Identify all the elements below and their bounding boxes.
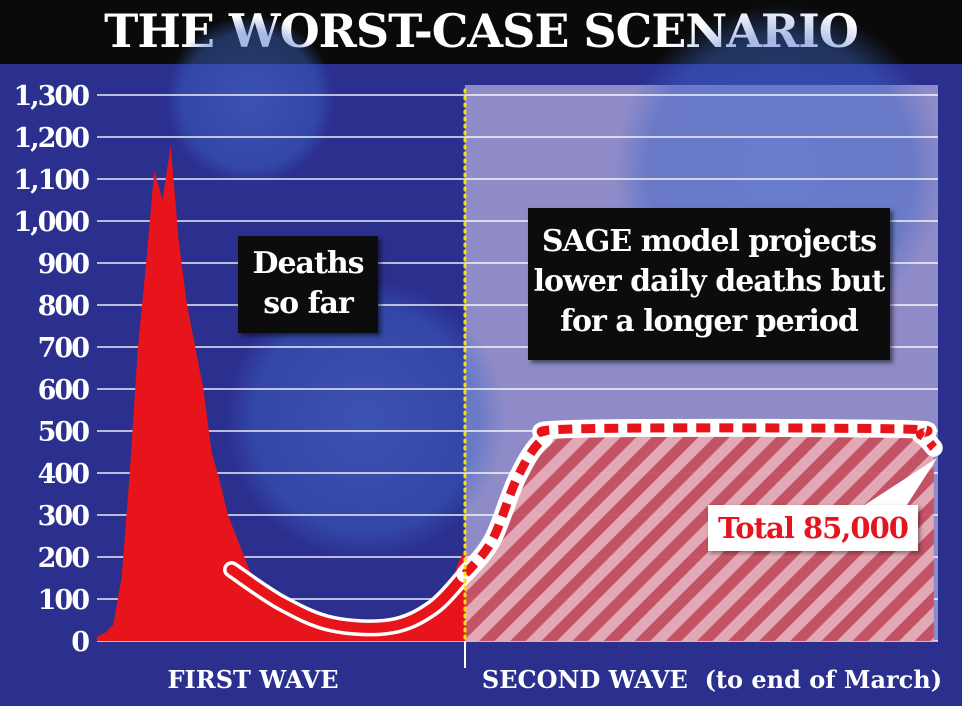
y-tick-label: 1,300 — [13, 81, 89, 112]
deaths-so-far-line: so far — [263, 286, 354, 321]
y-tick-label: 0 — [71, 627, 89, 658]
deaths-so-far-line: Deaths — [252, 246, 364, 281]
first-wave-deaths-area — [97, 145, 466, 641]
deaths-so-far-label: Deaths so far — [238, 236, 378, 333]
y-tick-label: 200 — [38, 543, 90, 574]
virus-image — [225, 280, 505, 560]
projection-hatched-area — [465, 427, 934, 641]
virus-image — [165, 15, 335, 185]
y-tick-label: 600 — [38, 375, 90, 406]
y-tick-label: 1,100 — [13, 165, 89, 196]
x-section-label-second-wave: SECOND WAVE (to end of March) — [482, 665, 942, 694]
y-tick-label: 400 — [38, 459, 90, 490]
y-tick-label: 900 — [38, 249, 90, 280]
sage-projection-label: SAGE model projects lower daily deaths b… — [528, 208, 890, 360]
y-tick-label: 700 — [38, 333, 90, 364]
y-tick-label: 1,000 — [13, 207, 89, 238]
projection-line-outline — [456, 418, 943, 583]
y-tick-label: 500 — [38, 417, 90, 448]
sage-label-line: for a longer period — [560, 304, 859, 339]
x-section-label-first-wave: FIRST WAVE — [168, 665, 339, 694]
first-wave-trend-line — [226, 564, 471, 633]
y-tick-label: 1,200 — [13, 123, 89, 154]
sage-label-line: lower daily deaths but — [533, 264, 886, 299]
y-tick-label: 100 — [38, 585, 90, 616]
total-deaths-callout: Total 85,000 — [708, 505, 918, 551]
y-tick-label: 300 — [38, 501, 90, 532]
total-callout-pointer — [860, 458, 937, 508]
y-tick-label: 800 — [38, 291, 90, 322]
sage-label-line: SAGE model projects — [541, 224, 877, 259]
